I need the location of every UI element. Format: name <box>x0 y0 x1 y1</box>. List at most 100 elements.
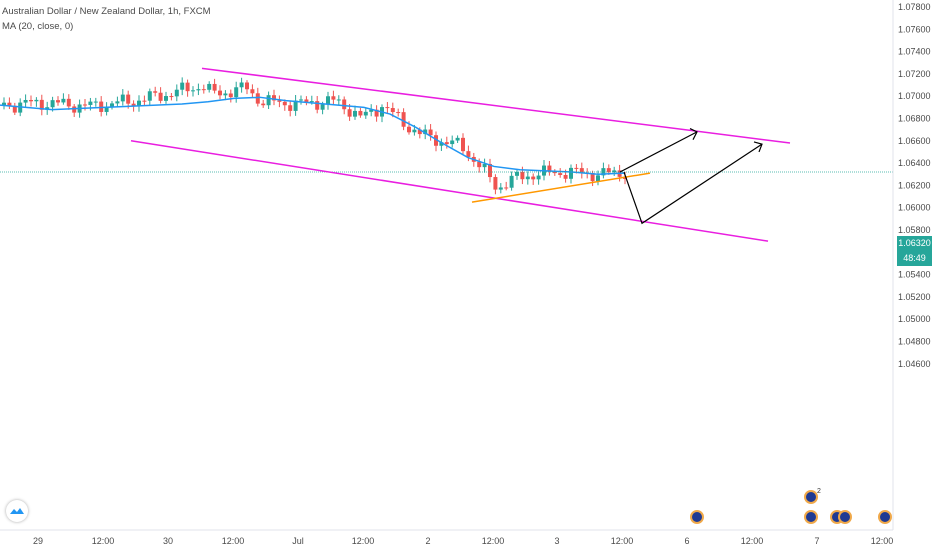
price-tick-label: 1.07400 <box>898 47 931 57</box>
candle-body <box>461 137 465 152</box>
candle-body <box>212 83 217 91</box>
drawing-tools[interactable] <box>130 67 791 242</box>
support-trendline <box>471 172 651 203</box>
channel-lower-line <box>130 140 769 242</box>
candle-body <box>612 170 617 173</box>
candle-body <box>444 142 449 145</box>
time-tick-label: 12:00 <box>222 536 245 546</box>
candle-body <box>417 129 422 135</box>
event-icon[interactable] <box>804 490 818 504</box>
arrow-head-icon <box>689 127 698 140</box>
candle-body <box>342 99 347 110</box>
candle-body <box>488 163 492 178</box>
candle-body <box>434 135 438 146</box>
time-tick-label: 12:00 <box>92 536 115 546</box>
price-tick-label: 1.07200 <box>898 69 931 79</box>
price-tick-label: 1.07800 <box>898 2 931 12</box>
price-tick-label: 1.07600 <box>898 24 931 34</box>
candle-body <box>266 95 271 106</box>
candle-body <box>191 90 195 92</box>
event-icon[interactable] <box>804 510 818 524</box>
candle-body <box>174 89 179 97</box>
candle-body <box>88 101 93 105</box>
candle-body <box>207 83 212 90</box>
candle-body <box>61 98 66 103</box>
candle-body <box>331 96 336 100</box>
time-tick-label: 7 <box>814 536 819 546</box>
price-tick-label: 1.05800 <box>898 225 931 235</box>
candle-body <box>536 175 541 180</box>
candlestick-series <box>2 77 627 195</box>
candle-body <box>196 89 201 91</box>
candle-body <box>255 93 260 104</box>
candle-body <box>412 129 417 133</box>
candle-body <box>601 168 606 176</box>
candle-body <box>29 99 33 102</box>
tradingview-logo[interactable] <box>6 500 28 522</box>
candle-body <box>390 108 395 113</box>
tv-logo-icon <box>10 508 24 514</box>
time-tick-label: 29 <box>33 536 43 546</box>
price-tick-label: 1.06400 <box>898 158 931 168</box>
event-icon[interactable] <box>878 510 892 524</box>
candle-body <box>169 96 174 98</box>
time-tick-label: 12:00 <box>352 536 375 546</box>
candle-body <box>158 92 163 101</box>
candle-body <box>66 98 71 107</box>
time-tick-label: 12:00 <box>741 536 764 546</box>
channel-upper-line <box>201 67 791 144</box>
price-tick-label: 1.05200 <box>898 292 931 302</box>
candle-body <box>261 103 266 106</box>
price-tick-label: 1.06000 <box>898 203 931 213</box>
symbol-title[interactable]: Australian Dollar / New Zealand Dollar, … <box>2 6 211 17</box>
candle-body <box>288 105 293 111</box>
candle-body <box>509 175 514 188</box>
event-icon[interactable] <box>690 510 704 524</box>
candle-body <box>126 94 131 104</box>
candle-body <box>239 82 244 88</box>
candle-body <box>147 91 152 101</box>
price-tick-label: 1.07000 <box>898 91 931 101</box>
candle-body <box>104 107 109 112</box>
candle-body <box>309 101 314 103</box>
price-tick-label: 1.06800 <box>898 114 931 124</box>
candle-body <box>347 109 352 117</box>
time-axis[interactable]: 29 12:00 30 12:00 Jul 12:00 2 12:00 3 12:00 6 12:00… <box>33 536 893 546</box>
current-price-tag: 1.06320 <box>897 236 932 251</box>
candle-body <box>56 100 60 103</box>
candle-body <box>369 109 374 112</box>
candle-body <box>7 102 12 106</box>
price-tick-label: 1.05000 <box>898 314 931 324</box>
candle-body <box>574 167 579 169</box>
candle-body <box>131 103 136 107</box>
projection-arrow-path <box>623 143 763 225</box>
candle-body <box>439 142 444 146</box>
candle-body <box>606 168 611 173</box>
price-tick-label: 1.06600 <box>898 136 931 146</box>
candle-body <box>293 100 298 111</box>
arrow-head-icon <box>753 141 763 153</box>
candle-body <box>315 101 320 110</box>
price-tick-label: 1.05400 <box>898 270 931 280</box>
candle-body <box>185 82 190 92</box>
candle-body <box>34 99 39 102</box>
candle-body <box>569 167 573 179</box>
candle-body <box>363 111 368 116</box>
event-icon[interactable] <box>838 510 852 524</box>
candle-body <box>2 102 6 106</box>
candle-body <box>50 100 55 108</box>
candle-body <box>482 163 487 168</box>
candle-body <box>407 126 411 133</box>
candle-body <box>552 171 557 174</box>
projection-arrow-up <box>619 131 698 173</box>
indicator-label[interactable]: MA (20, close, 0) <box>2 21 74 32</box>
candle-body <box>320 104 325 110</box>
price-tick-label: 1.06200 <box>898 180 931 190</box>
candle-body <box>250 89 255 94</box>
price-axis[interactable]: 1.07800 1.07600 1.07400 1.07200 1.07000 1.068… <box>898 2 931 369</box>
candle-body <box>12 105 17 113</box>
time-tick-label: 3 <box>554 536 559 546</box>
bar-countdown-tag: 48:49 <box>897 251 932 266</box>
candle-body <box>498 187 503 190</box>
